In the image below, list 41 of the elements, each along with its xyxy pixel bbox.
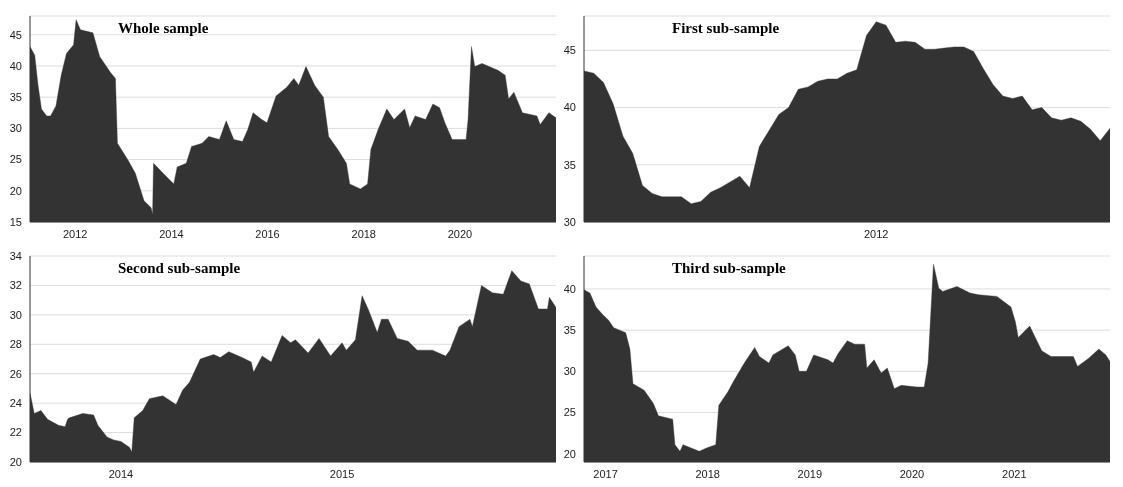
x-tick-label: 2021 (1002, 467, 1027, 480)
x-tick-label: 2020 (447, 227, 473, 240)
x-tick-label: 2014 (108, 467, 134, 480)
y-tick-label: 35 (563, 158, 576, 171)
y-tick-label: 35 (563, 324, 576, 337)
chart-title: First sub-sample (672, 20, 780, 37)
x-tick-label: 2018 (695, 467, 720, 480)
y-tick-label: 22 (9, 426, 22, 439)
chart-title: Second sub-sample (118, 260, 241, 277)
y-tick-label: 40 (9, 59, 22, 72)
x-tick-label: 2015 (329, 467, 355, 480)
y-tick-label: 35 (9, 91, 22, 104)
y-tick-label: 24 (9, 397, 22, 410)
y-tick-label: 26 (9, 367, 22, 380)
y-tick-label: 30 (563, 215, 576, 228)
y-tick-label: 34 (9, 249, 22, 262)
x-tick-label: 2012 (62, 227, 88, 240)
y-tick-label: 45 (9, 28, 22, 41)
y-tick-label: 28 (9, 338, 22, 351)
y-tick-label: 20 (9, 184, 22, 197)
y-tick-label: 15 (9, 215, 22, 228)
y-tick-label: 40 (563, 101, 576, 114)
y-tick-label: 20 (9, 455, 22, 468)
y-tick-label: 25 (9, 153, 22, 166)
y-tick-label: 30 (563, 365, 576, 378)
chart-title: Third sub-sample (672, 260, 786, 277)
y-tick-label: 30 (9, 308, 22, 321)
y-tick-label: 30 (9, 122, 22, 135)
x-tick-label: 2020 (899, 467, 925, 480)
y-tick-label: 25 (563, 406, 576, 419)
x-tick-label: 2014 (159, 227, 184, 240)
y-tick-label: 40 (563, 282, 576, 295)
chart-title: Whole sample (118, 20, 209, 37)
y-tick-label: 20 (563, 447, 576, 460)
x-tick-label: 2016 (255, 227, 280, 240)
x-tick-label: 2018 (351, 227, 377, 240)
y-tick-label: 45 (563, 44, 576, 57)
x-tick-label: 2012 (863, 227, 889, 240)
x-tick-label: 2019 (797, 467, 823, 480)
y-tick-label: 32 (9, 279, 22, 292)
x-tick-label: 2017 (593, 467, 618, 480)
